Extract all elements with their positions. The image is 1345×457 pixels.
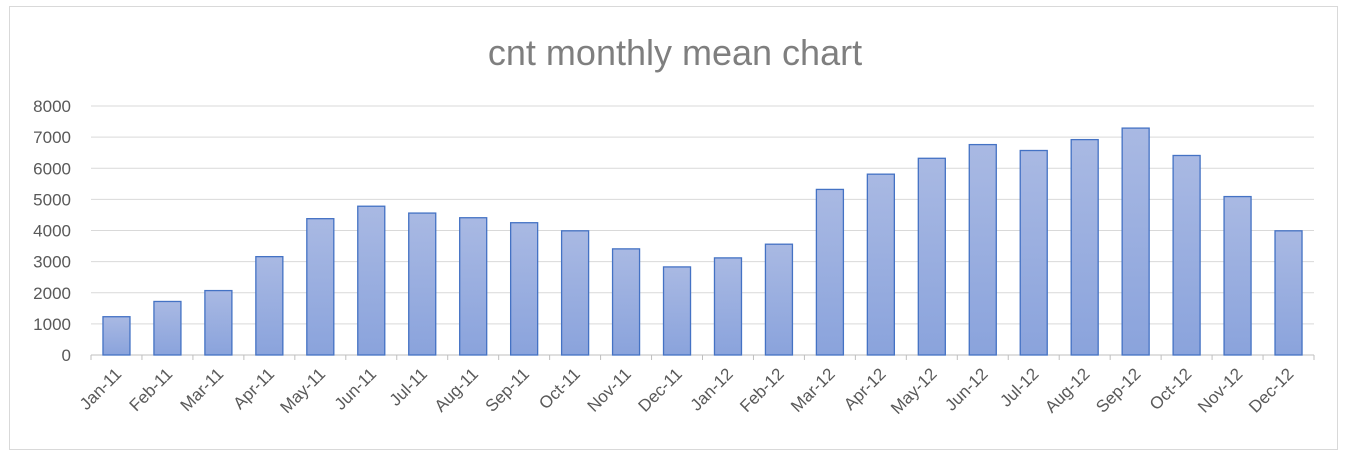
x-tick-label: Jul-11 xyxy=(386,364,431,409)
bar-oct-11 xyxy=(560,230,590,356)
x-tick-label: Jul-12 xyxy=(996,364,1042,410)
x-tick-label: Mar-11 xyxy=(177,364,228,415)
x-tick-label: Jan-11 xyxy=(76,364,125,413)
x-tick-label: Feb-12 xyxy=(736,364,788,416)
bar-jul-11 xyxy=(408,212,437,356)
x-tick-label: May-11 xyxy=(277,364,330,417)
y-tick-label: 6000 xyxy=(33,159,71,178)
x-tick-label: Oct-12 xyxy=(1146,364,1196,414)
x-tick-label: Jan-12 xyxy=(687,364,737,414)
chart-title: cnt monthly mean chart xyxy=(488,32,862,73)
y-tick-label: 5000 xyxy=(33,190,71,209)
x-tick-label: Nov-12 xyxy=(1194,364,1246,416)
x-tick-label: Jun-12 xyxy=(941,364,991,414)
x-tick-label: Aug-12 xyxy=(1041,364,1093,416)
bar-nov-11 xyxy=(611,248,641,356)
y-tick-label: 8000 xyxy=(33,97,71,116)
y-tick-label: 4000 xyxy=(33,222,71,241)
bar-may-12 xyxy=(917,157,946,356)
bar-dec-12 xyxy=(1274,230,1303,356)
bar-sep-12 xyxy=(1121,127,1150,356)
x-tick-label: Feb-11 xyxy=(126,364,177,415)
y-tick-label: 7000 xyxy=(33,128,71,147)
x-tick-label: Mar-12 xyxy=(787,364,839,416)
bar-aug-11 xyxy=(459,217,488,356)
bar-jan-12 xyxy=(713,257,743,356)
bar-oct-12 xyxy=(1172,154,1201,356)
y-tick-label: 0 xyxy=(62,346,71,365)
bar-jun-11 xyxy=(357,205,386,356)
bar-may-11 xyxy=(306,218,335,356)
bar-jul-12 xyxy=(1019,149,1048,356)
x-tick-label: Apr-12 xyxy=(840,364,890,414)
bar-feb-11 xyxy=(153,300,182,356)
bar-mar-11 xyxy=(204,289,233,356)
bar-dec-11 xyxy=(662,266,692,356)
y-tick-label: 2000 xyxy=(33,284,71,303)
x-tick-label: Nov-11 xyxy=(584,364,635,415)
x-tick-label: Jun-11 xyxy=(331,364,380,413)
x-tick-label: Dec-12 xyxy=(1245,364,1297,416)
bar-mar-12 xyxy=(815,188,845,356)
x-tick-label: Dec-11 xyxy=(635,364,686,415)
x-tick-label: Sep-12 xyxy=(1092,364,1144,416)
x-tick-label: Sep-11 xyxy=(482,364,533,415)
bar-jan-11 xyxy=(102,316,131,356)
chart-frame: cnt monthly mean chart Jan-11 Feb-11 Mar-1… xyxy=(9,6,1338,450)
bar-aug-12 xyxy=(1070,138,1099,356)
bar-feb-12 xyxy=(764,243,794,356)
bar-apr-11 xyxy=(255,255,284,356)
bar-nov-12 xyxy=(1223,195,1252,356)
bar-apr-12 xyxy=(866,173,896,356)
x-tick-label: Apr-11 xyxy=(230,364,279,413)
x-tick-label: May-12 xyxy=(887,364,941,418)
bar-sep-11 xyxy=(509,222,539,356)
y-tick-label: 3000 xyxy=(33,253,71,272)
y-tick-label: 1000 xyxy=(33,315,71,334)
x-tick-label: Oct-11 xyxy=(535,364,584,413)
x-tick-label: Aug-11 xyxy=(431,364,482,415)
bar-jun-12 xyxy=(968,143,997,356)
bar-chart: cnt monthly mean chart Jan-11 Feb-11 Mar-1… xyxy=(33,32,1315,418)
